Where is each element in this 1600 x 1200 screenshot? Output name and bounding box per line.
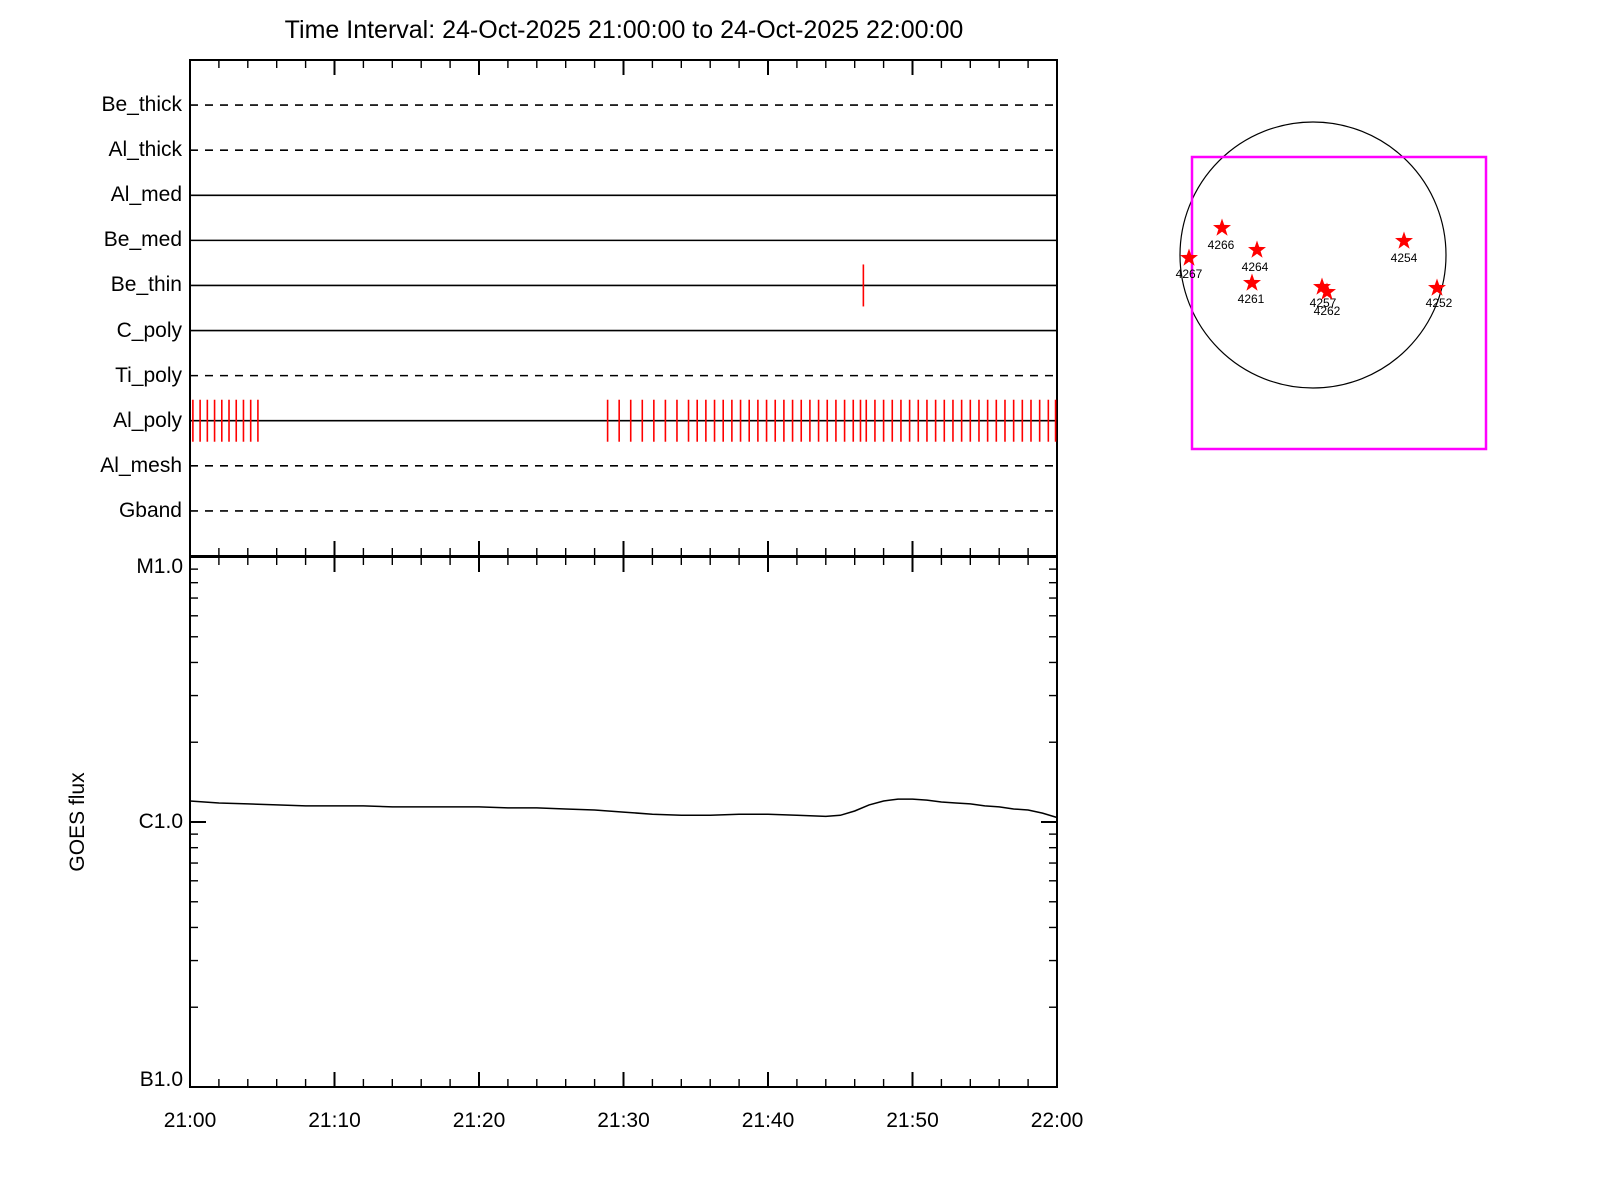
goes-xtick-label: 21:40 <box>741 1109 795 1132</box>
goes-xtick-label: 21:20 <box>452 1109 506 1132</box>
active-region-star-4257 <box>1313 277 1331 295</box>
active-region-star-4252 <box>1428 278 1446 296</box>
fov-box <box>1190 155 1488 451</box>
filter-label-Gband: Gband <box>118 498 182 522</box>
active-region-label-4267: 4267 <box>1176 267 1203 281</box>
active-region-star-4262 <box>1318 282 1336 300</box>
goes-flux-curve <box>189 798 1058 819</box>
filter-label-Al_mesh: Al_mesh <box>100 453 182 477</box>
active-region-label-4252: 4252 <box>1426 296 1453 310</box>
active-region-label-4262: 4262 <box>1314 304 1341 318</box>
filter-label-Be_thin: Be_thin <box>110 273 182 297</box>
active-region-star-4254 <box>1395 231 1413 249</box>
goes-xtick-label: 21:30 <box>597 1109 650 1132</box>
active-region-star-4267 <box>1180 248 1198 266</box>
active-region-label-4264: 4264 <box>1242 260 1269 274</box>
filter-label-C_poly: C_poly <box>116 318 182 342</box>
active-region-label-4257: 4257 <box>1310 296 1337 310</box>
goes-ytick-label: C1.0 <box>138 810 183 833</box>
active-region-label-4261: 4261 <box>1238 292 1265 306</box>
goes-ytick-label: M1.0 <box>136 555 183 578</box>
active-region-star-4264 <box>1248 240 1266 258</box>
goes-xtick-label: 22:00 <box>1030 1109 1084 1132</box>
filter-label-Ti_poly: Ti_poly <box>115 363 182 387</box>
active-region-label-4266: 4266 <box>1208 238 1235 252</box>
active-region-label-4254: 4254 <box>1391 251 1418 265</box>
solar-disk <box>1179 121 1447 389</box>
filter-label-Al_poly: Al_poly <box>113 408 182 432</box>
filter-label-Al_med: Al_med <box>110 183 182 207</box>
filter-label-Be_med: Be_med <box>103 228 182 252</box>
goes-ytick-label: B1.0 <box>139 1068 183 1091</box>
filter-label-Be_thick: Be_thick <box>101 93 182 117</box>
goes-xtick-label: 21:10 <box>308 1109 361 1132</box>
goes-xtick-label: 21:50 <box>886 1109 939 1132</box>
active-region-star-4266 <box>1213 218 1231 236</box>
timeline-panel-border <box>189 59 1058 557</box>
plot-title: Time Interval: 24-Oct-2025 21:00:00 to 2… <box>284 16 964 44</box>
filter-label-Al_thick: Al_thick <box>108 138 182 162</box>
active-region-star-4261 <box>1243 273 1261 291</box>
goes-xtick-label: 21:00 <box>163 1109 217 1132</box>
goes-panel-border <box>189 556 1058 1088</box>
